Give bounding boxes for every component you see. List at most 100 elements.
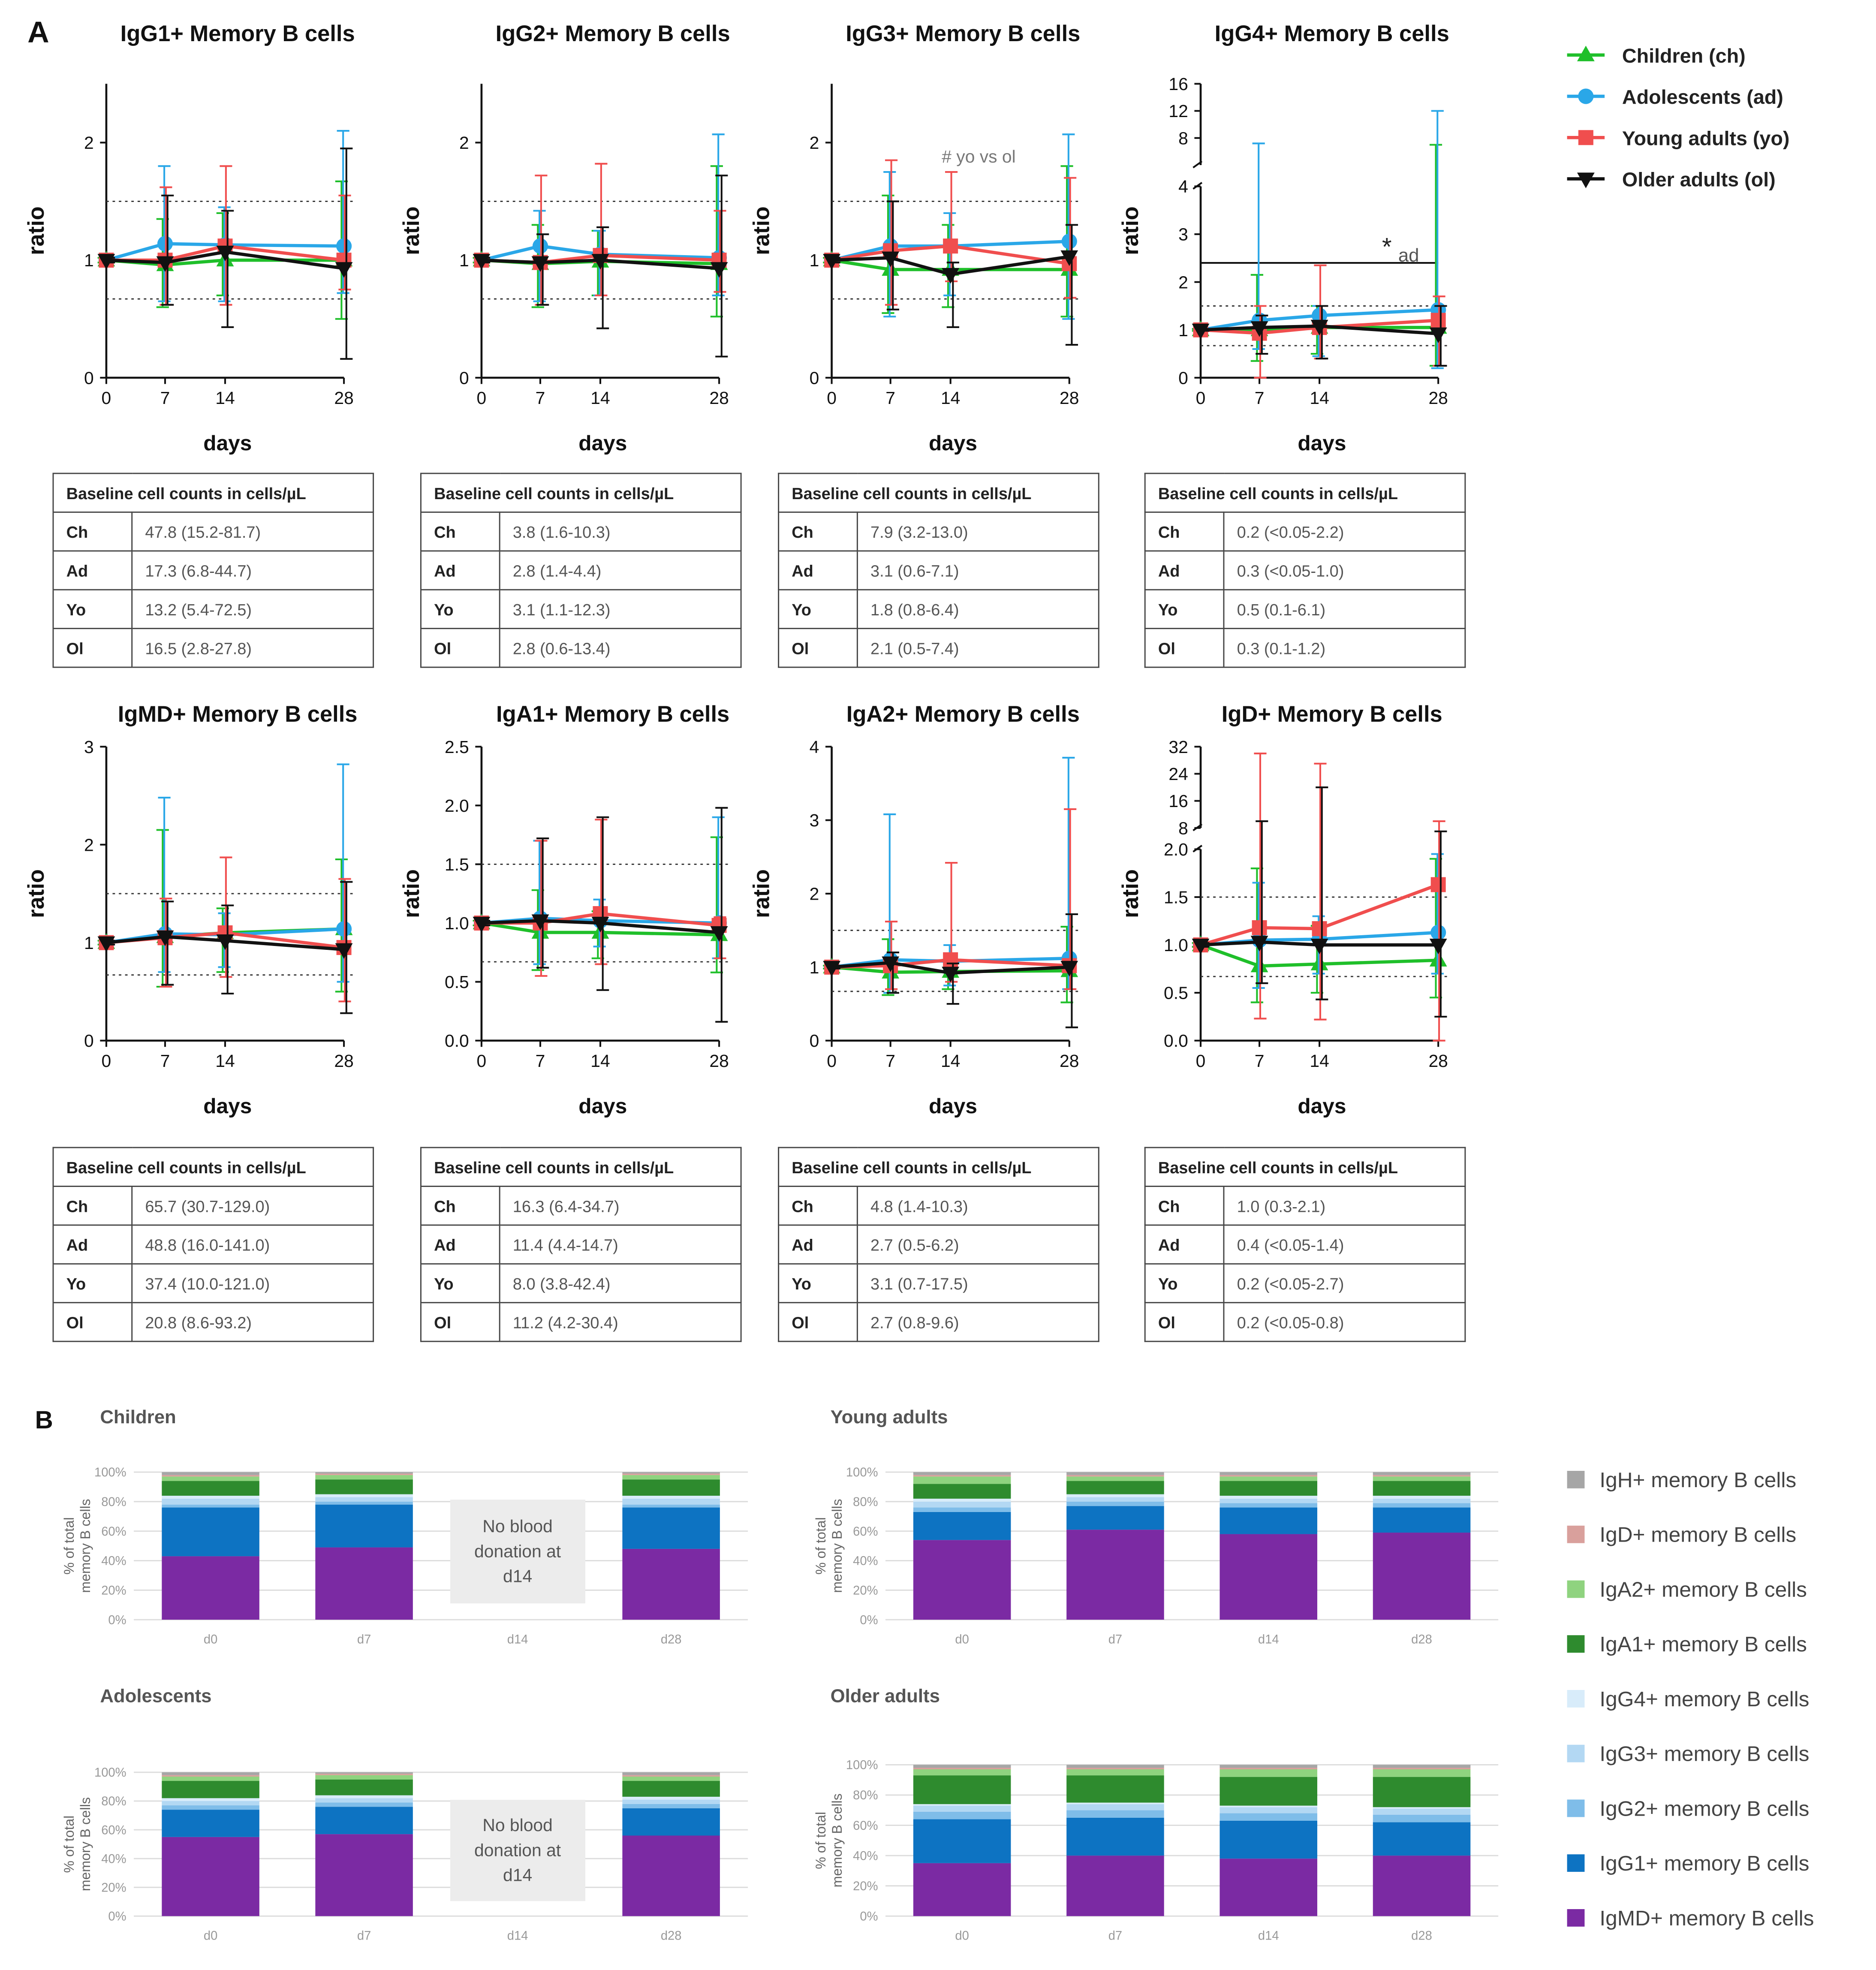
x-tick-label: 14 — [1310, 1051, 1329, 1071]
series-older-adults-ol — [1192, 786, 1447, 1018]
data-point — [335, 262, 353, 278]
series-line — [1200, 943, 1439, 968]
bar-segment-igg3-memory-b-cells — [1373, 1808, 1471, 1815]
row-value: 37.4 (10.0-121.0) — [131, 1263, 374, 1304]
bar-segment-igg4-memory-b-cells — [913, 1498, 1011, 1502]
y-tick-label: 1.0 — [445, 913, 469, 933]
bar-segment-igh-memory-b-cells — [1066, 1765, 1164, 1768]
data-point — [942, 268, 960, 284]
row-value: 2.7 (0.5-6.2) — [856, 1224, 1099, 1265]
bar-segment-igg3-memory-b-cells — [913, 1501, 1011, 1508]
row-value: 48.8 (16.0-141.0) — [131, 1224, 374, 1265]
series-line — [481, 921, 720, 937]
y-tick-label: 4 — [1178, 177, 1188, 196]
bar-segment-igh-memory-b-cells — [1220, 1765, 1317, 1768]
legend-label: IgG1+ memory B cells — [1599, 1851, 1809, 1875]
bar-segment-igd-memory-b-cells — [913, 1768, 1011, 1770]
bar-segment-igmd-memory-b-cells — [162, 1837, 259, 1916]
bar-segment-igd-memory-b-cells — [162, 1475, 259, 1477]
bar-segment-iga2-memory-b-cells — [1373, 1476, 1471, 1481]
table-row: Ch 1.0 (0.3-2.1) — [1144, 1186, 1466, 1226]
bar-segment-igg2-memory-b-cells — [315, 1501, 413, 1505]
bar-segment-iga2-memory-b-cells — [162, 1476, 259, 1481]
y-tick-label: 3 — [84, 737, 94, 757]
bar-segment-igg1-memory-b-cells — [622, 1507, 720, 1549]
data-point — [823, 961, 840, 977]
no-blood-donation-note: No blood donation at d14 — [450, 1500, 585, 1603]
bar-segment-igg2-memory-b-cells — [315, 1802, 413, 1807]
bar-segment-igmd-memory-b-cells — [913, 1540, 1011, 1620]
row-value: 0.4 (<0.05-1.4) — [1223, 1224, 1466, 1265]
legend-b-iga2-memory-b-cells: IgA2+ memory B cells — [1567, 1577, 1807, 1601]
legend-a-older-adults-ol: Older adults (ol) — [1567, 169, 1776, 191]
table-row: Ad 2.7 (0.5-6.2) — [778, 1224, 1099, 1265]
bar-segment-igmd-memory-b-cells — [622, 1548, 720, 1620]
table-row: Ol 20.8 (8.6-93.2) — [52, 1302, 374, 1342]
table-header: Baseline cell counts in cells/µL — [420, 1147, 742, 1187]
data-point — [1429, 327, 1447, 343]
row-value: 0.2 (<0.05-2.2) — [1223, 511, 1466, 552]
y-axis-label: memory B cells — [78, 1499, 93, 1593]
row-value: 2.7 (0.8-9.6) — [856, 1302, 1099, 1342]
table-row: Ch 0.2 (<0.05-2.2) — [1144, 511, 1466, 552]
row-value: 4.8 (1.4-10.3) — [856, 1186, 1099, 1226]
table-row: Ch 3.8 (1.6-10.3) — [420, 511, 742, 552]
data-point — [1312, 921, 1327, 937]
row-label: Ol — [52, 628, 133, 668]
data-point — [1192, 323, 1210, 340]
data-point — [473, 916, 491, 933]
bar-segment-iga2-memory-b-cells — [1066, 1769, 1164, 1776]
data-point — [1250, 321, 1268, 337]
data-point — [97, 936, 115, 952]
table-row: Ad 48.8 (16.0-141.0) — [52, 1224, 374, 1265]
bar-segment-iga1-memory-b-cells — [1373, 1777, 1471, 1807]
y-tick-label: 2 — [810, 884, 819, 904]
bar-segment-igmd-memory-b-cells — [315, 1834, 413, 1916]
y-axis-label: % of total — [61, 1816, 77, 1873]
table-row: Ad 17.3 (6.8-44.7) — [52, 550, 374, 590]
x-tick-label: 28 — [1060, 1051, 1079, 1071]
row-label: Ch — [778, 1186, 858, 1226]
baseline-table-2: Baseline cell counts in cells/µL Ch 3.8 (1… — [420, 473, 742, 668]
row-label: Ch — [52, 511, 133, 552]
y-tick-label: 1 — [810, 250, 819, 270]
row-label: Ol — [1144, 1302, 1225, 1342]
bar-segment-igd-memory-b-cells — [622, 1775, 720, 1777]
legend-b-igg1-memory-b-cells: IgG1+ memory B cells — [1567, 1851, 1809, 1875]
data-point — [531, 914, 549, 930]
x-tick-label: 28 — [1428, 1051, 1448, 1071]
y-tick-label: 1 — [1178, 320, 1188, 340]
y-tick-label: 3 — [810, 810, 819, 830]
bar-segment-iga2-memory-b-cells — [315, 1475, 413, 1480]
bar-segment-igg4-memory-b-cells — [1373, 1495, 1471, 1499]
bar-segment-igg3-memory-b-cells — [913, 1805, 1011, 1812]
table-row: Ol 2.1 (0.5-7.4) — [778, 628, 1099, 668]
table-header: Baseline cell counts in cells/µL — [52, 1147, 374, 1187]
y-tick-label: 0.5 — [1164, 983, 1188, 1003]
bar-segment-igg1-memory-b-cells — [1066, 1506, 1164, 1530]
data-point — [943, 952, 958, 967]
bar-segment-iga1-memory-b-cells — [1220, 1777, 1317, 1806]
bar-segment-igg1-memory-b-cells — [913, 1512, 1011, 1540]
x-tick-label: 14 — [215, 1051, 235, 1071]
bar-segment-igg3-memory-b-cells — [1066, 1804, 1164, 1810]
x-tick-label: 7 — [885, 1051, 895, 1071]
y-tick-label: 0 — [810, 1031, 819, 1051]
y-tick-label: 80% — [101, 1795, 126, 1808]
x-tick-label: d0 — [204, 1633, 217, 1646]
data-point — [1060, 961, 1078, 977]
bar-segment-iga2-memory-b-cells — [1373, 1769, 1471, 1777]
legend-swatch — [1567, 1580, 1585, 1598]
row-value: 2.8 (1.4-4.4) — [499, 550, 742, 590]
series-line — [831, 961, 1069, 975]
x-tick-label: d14 — [1258, 1633, 1279, 1646]
chart-title: IgG2+ Memory B cells — [496, 21, 730, 46]
bar-segment-iga2-memory-b-cells — [622, 1776, 720, 1781]
legend-b-igh-memory-b-cells: IgH+ memory B cells — [1567, 1468, 1796, 1492]
bar-segment-igg4-memory-b-cells — [622, 1495, 720, 1499]
table-row: Yo 0.2 (<0.05-2.7) — [1144, 1263, 1466, 1304]
row-label: Ad — [1144, 550, 1225, 590]
legend-label: IgA1+ memory B cells — [1599, 1632, 1807, 1656]
series-older-adults-ol — [823, 200, 1078, 346]
